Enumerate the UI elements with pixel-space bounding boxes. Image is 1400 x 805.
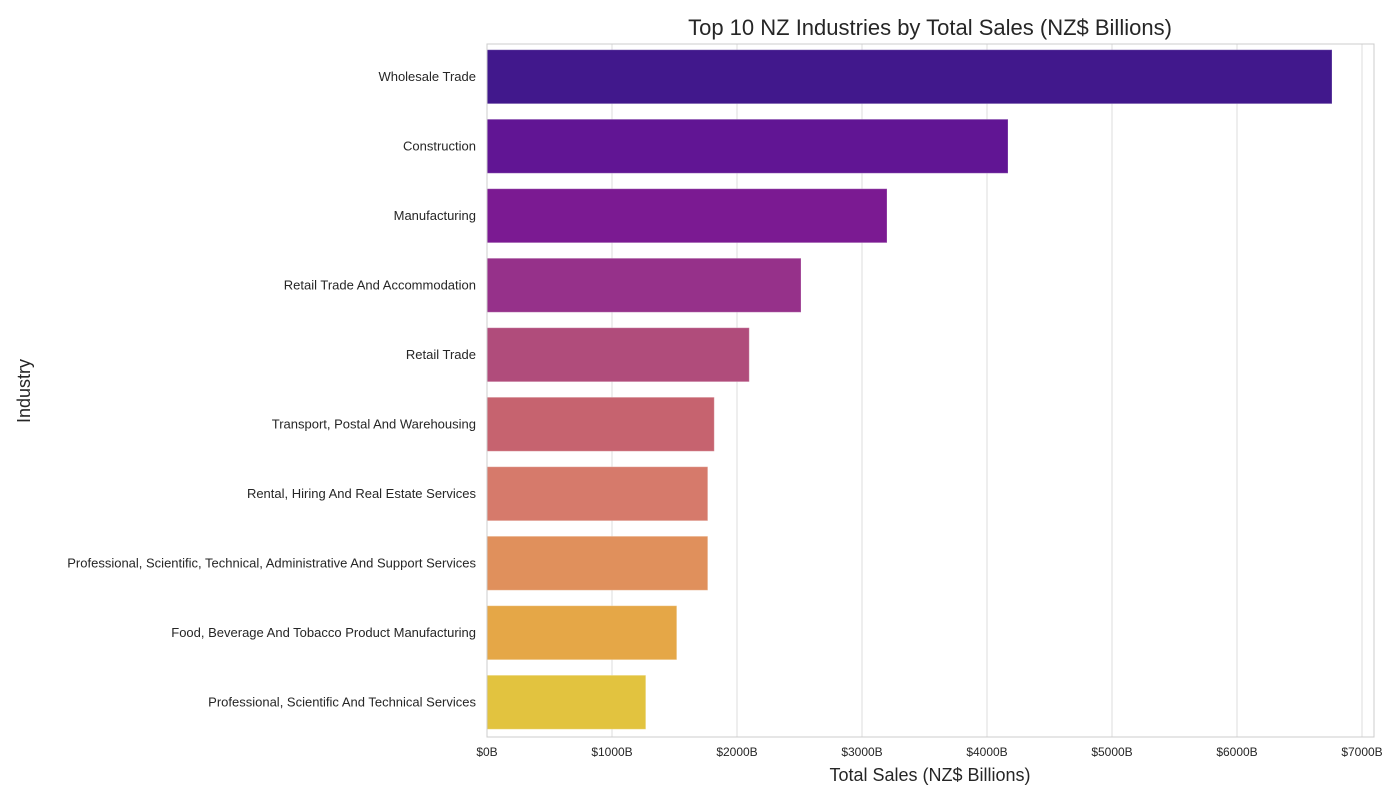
y-tick-label: Professional, Scientific, Technical, Adm… <box>67 555 476 570</box>
bar <box>486 605 678 661</box>
x-tick-label: $1000B <box>591 745 632 759</box>
bar <box>486 327 750 383</box>
y-tick-label: Transport, Postal And Warehousing <box>272 416 476 431</box>
bar <box>486 188 888 244</box>
chart-title: Top 10 NZ Industries by Total Sales (NZ$… <box>688 15 1172 40</box>
x-axis-label: Total Sales (NZ$ Billions) <box>829 765 1030 785</box>
y-tick-labels: Wholesale Trade Construction Manufacturing… <box>67 69 476 710</box>
x-tick-label: $4000B <box>966 745 1007 759</box>
y-axis-label: Industry <box>14 359 34 423</box>
x-tick-labels: $0B $1000B $2000B $3000B $4000B $5000B $6000B $… <box>476 745 1382 759</box>
bar <box>486 257 802 313</box>
bar <box>486 466 709 522</box>
y-tick-label: Retail Trade <box>406 347 476 362</box>
bar <box>486 396 715 452</box>
y-tick-label: Manufacturing <box>394 208 476 223</box>
y-tick-label: Food, Beverage And Tobacco Product Manuf… <box>171 625 476 640</box>
x-tick-label: $6000B <box>1216 745 1257 759</box>
x-tick-label: $2000B <box>716 745 757 759</box>
bar <box>486 674 647 730</box>
y-tick-label: Construction <box>403 138 476 153</box>
plot-frame <box>486 43 1375 738</box>
bar <box>486 535 709 591</box>
x-tick-label: $5000B <box>1091 745 1132 759</box>
x-tick-label: $3000B <box>841 745 882 759</box>
y-tick-label: Rental, Hiring And Real Estate Services <box>247 486 477 501</box>
bar <box>486 118 1009 174</box>
y-tick-label: Professional, Scientific And Technical S… <box>208 694 476 709</box>
bars <box>486 49 1333 730</box>
bar <box>486 49 1333 105</box>
y-tick-label: Retail Trade And Accommodation <box>284 277 476 292</box>
x-tick-label: $0B <box>476 745 497 759</box>
x-tick-label: $7000B <box>1341 745 1382 759</box>
y-tick-label: Wholesale Trade <box>378 69 476 84</box>
